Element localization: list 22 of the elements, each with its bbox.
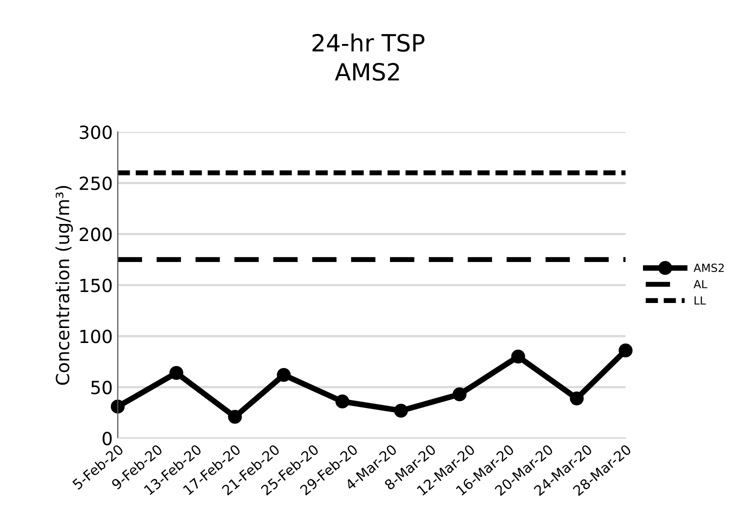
y-tick-label: 200 [80, 228, 112, 242]
y-tick-label: 50 [91, 380, 112, 394]
point [570, 391, 584, 406]
legend-label: LL [694, 296, 706, 304]
y-tick-label: 100 [80, 330, 112, 344]
point [394, 404, 408, 418]
y-tick-label: 300 [80, 125, 112, 140]
y-tick-label: 250 [80, 176, 112, 190]
point [452, 387, 467, 402]
point [618, 344, 633, 358]
point [276, 368, 291, 382]
legend-label: AL [694, 280, 708, 288]
point [511, 350, 526, 364]
y-axis-title: Concentration (ug/m³) [55, 186, 73, 385]
y-tick-label: 0 [102, 432, 112, 446]
point [228, 410, 242, 424]
point [169, 366, 184, 380]
legend-label: AMS2 [694, 264, 724, 272]
point [335, 394, 350, 408]
y-tick-label: 150 [80, 278, 112, 292]
chart-title: 24-hr TSP [312, 33, 424, 52]
chart-subtitle: AMS2 [334, 62, 399, 81]
